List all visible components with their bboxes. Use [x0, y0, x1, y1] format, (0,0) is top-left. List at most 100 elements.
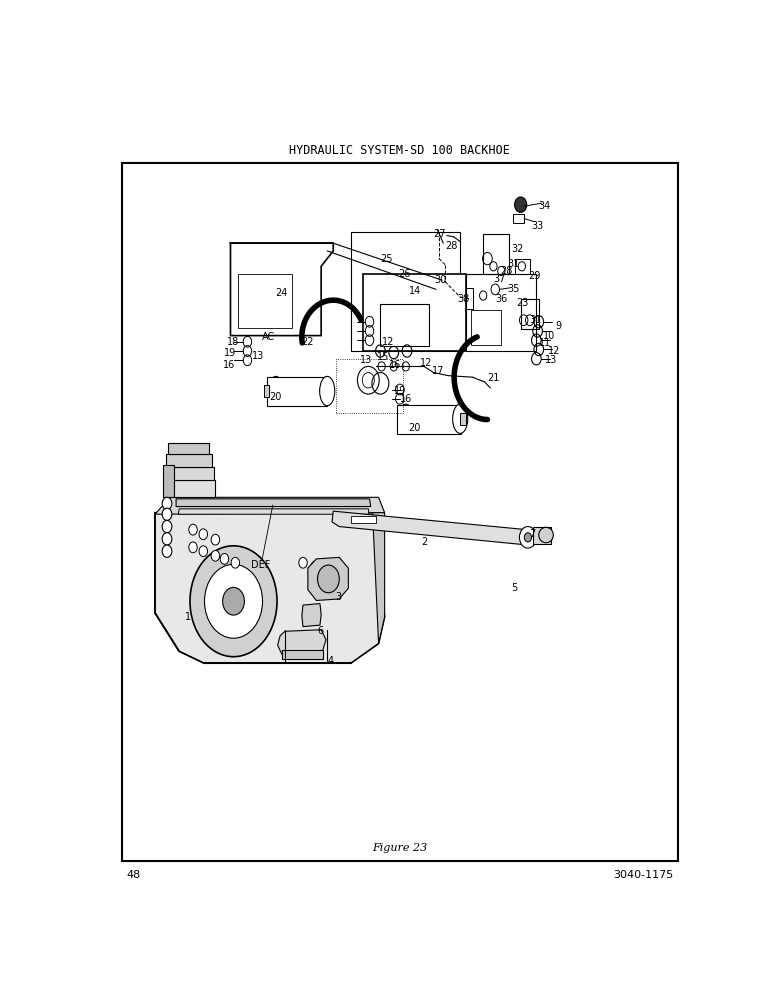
Text: 5: 5 — [512, 583, 518, 593]
Polygon shape — [332, 511, 530, 545]
Text: 32: 32 — [512, 244, 524, 254]
Bar — [381, 304, 429, 346]
Text: 11: 11 — [539, 338, 551, 348]
Text: 12: 12 — [381, 337, 394, 347]
Ellipse shape — [320, 376, 335, 406]
Text: 19: 19 — [225, 348, 236, 358]
Text: 30: 30 — [434, 275, 447, 285]
Text: 31: 31 — [529, 315, 541, 325]
Bar — [163, 465, 174, 497]
Circle shape — [189, 524, 197, 535]
Bar — [165, 466, 214, 480]
Circle shape — [211, 550, 220, 561]
Text: 26: 26 — [399, 269, 411, 279]
Text: 20: 20 — [409, 423, 421, 433]
Text: 13: 13 — [252, 351, 264, 361]
Circle shape — [524, 533, 531, 542]
Ellipse shape — [399, 404, 413, 433]
Text: 27: 27 — [433, 229, 445, 239]
Text: 38: 38 — [457, 294, 470, 304]
Bar — [533, 527, 551, 544]
Circle shape — [199, 529, 207, 540]
Circle shape — [204, 564, 263, 638]
Bar — [264, 385, 268, 397]
Circle shape — [317, 565, 339, 593]
Polygon shape — [278, 630, 326, 655]
Bar — [351, 516, 376, 523]
Text: 16: 16 — [223, 360, 236, 370]
Text: 1: 1 — [185, 612, 191, 622]
Bar — [336, 359, 402, 413]
Bar — [238, 274, 292, 328]
Text: 28: 28 — [500, 266, 512, 276]
Text: 7: 7 — [530, 529, 536, 539]
Polygon shape — [155, 513, 385, 663]
Ellipse shape — [452, 404, 468, 433]
Text: 10: 10 — [543, 331, 555, 341]
Text: 20: 20 — [270, 392, 282, 402]
Circle shape — [323, 565, 331, 576]
Text: 13: 13 — [544, 355, 557, 365]
Text: 37: 37 — [493, 274, 505, 284]
Bar — [397, 405, 461, 434]
Text: 25: 25 — [380, 254, 392, 264]
Text: 16: 16 — [399, 394, 412, 404]
Polygon shape — [231, 243, 333, 336]
Circle shape — [222, 587, 244, 615]
Text: 6: 6 — [317, 626, 323, 636]
Bar — [351, 232, 460, 351]
Circle shape — [162, 520, 172, 533]
Text: HYDRAULIC SYSTEM-SD 100 BACKHOE: HYDRAULIC SYSTEM-SD 100 BACKHOE — [289, 144, 510, 157]
Text: 3040-1175: 3040-1175 — [613, 870, 673, 880]
Polygon shape — [308, 557, 349, 600]
Circle shape — [190, 546, 277, 657]
Circle shape — [515, 197, 527, 212]
Bar — [267, 377, 328, 406]
Polygon shape — [179, 509, 369, 514]
Text: DEF: DEF — [251, 560, 271, 570]
Circle shape — [162, 545, 172, 557]
Circle shape — [519, 527, 537, 548]
Bar — [513, 214, 524, 223]
Text: 21: 21 — [488, 373, 500, 383]
Ellipse shape — [539, 527, 553, 543]
Bar — [466, 274, 536, 351]
Bar — [164, 480, 215, 497]
Circle shape — [311, 561, 319, 572]
Text: 15: 15 — [378, 352, 390, 362]
Circle shape — [299, 557, 307, 568]
Polygon shape — [302, 604, 321, 627]
Bar — [168, 443, 209, 454]
Text: 9: 9 — [555, 321, 561, 331]
Text: 18: 18 — [228, 337, 239, 347]
Text: 3: 3 — [335, 592, 341, 602]
Circle shape — [162, 497, 172, 510]
Ellipse shape — [268, 376, 283, 406]
Text: 12: 12 — [548, 346, 561, 356]
Text: 24: 24 — [275, 288, 288, 298]
Bar — [456, 288, 473, 309]
Text: 28: 28 — [445, 241, 457, 251]
Polygon shape — [176, 499, 370, 507]
Text: 19: 19 — [394, 386, 406, 396]
Text: 23: 23 — [516, 298, 529, 308]
Text: 22: 22 — [302, 337, 314, 347]
Bar — [521, 299, 539, 329]
Polygon shape — [373, 513, 385, 644]
Circle shape — [162, 508, 172, 520]
Text: 29: 29 — [528, 271, 541, 281]
Text: 2: 2 — [420, 537, 427, 547]
Text: 31: 31 — [507, 259, 519, 269]
Bar — [471, 310, 502, 345]
Text: 35: 35 — [507, 284, 519, 294]
Circle shape — [231, 557, 239, 568]
Text: 4: 4 — [327, 656, 333, 666]
Bar — [368, 286, 395, 328]
Circle shape — [211, 534, 220, 545]
Bar — [363, 274, 466, 351]
Text: Figure 23: Figure 23 — [372, 843, 427, 853]
Text: 13: 13 — [360, 355, 373, 365]
Text: 34: 34 — [539, 201, 551, 211]
Bar — [515, 259, 530, 274]
Bar — [166, 454, 211, 466]
